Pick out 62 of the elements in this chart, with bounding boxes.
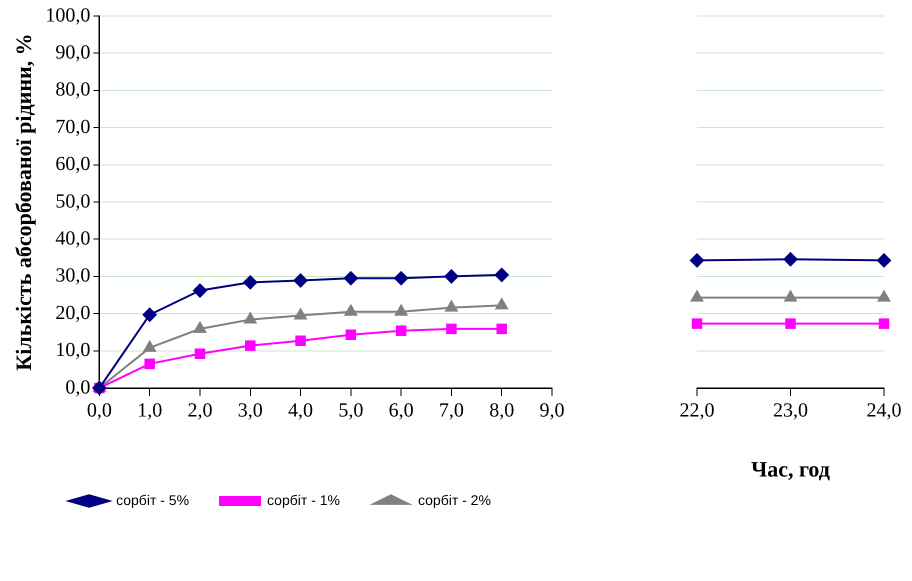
point [692, 318, 702, 329]
legend-label: сорбіт - 1% [267, 492, 340, 508]
x-tick-label: 0,0 [86, 399, 112, 422]
point [690, 290, 704, 302]
x-tick-label: 5,0 [338, 399, 364, 422]
x-tick-label: 3,0 [238, 399, 263, 422]
x-axis-title: Час, год [751, 456, 830, 482]
y-tick-label: 50,0 [55, 190, 90, 212]
point [396, 325, 406, 336]
point [394, 304, 408, 316]
point [192, 284, 207, 298]
point [445, 300, 458, 312]
y-tick-label: 0,0 [65, 376, 90, 398]
point [143, 340, 156, 352]
point [344, 304, 358, 316]
point [784, 290, 797, 302]
point [877, 253, 891, 268]
legend-label: сорбіт - 2% [418, 492, 491, 508]
point [494, 268, 509, 282]
x-tick-label: 8,0 [489, 399, 514, 422]
x-tick-label: 7,0 [438, 399, 464, 422]
x-tick-label: 2,0 [187, 399, 212, 422]
y-tick-label: 60,0 [55, 153, 90, 176]
point [878, 290, 890, 302]
point [294, 273, 308, 288]
legend-label: сорбіт - 5% [116, 492, 190, 508]
y-tick-label: 90,0 [55, 41, 90, 64]
point [690, 253, 704, 268]
x-tick-label: 1,0 [137, 399, 162, 422]
point [496, 298, 508, 310]
point [785, 318, 796, 329]
point [496, 324, 507, 334]
point [295, 336, 306, 346]
x-tick-label: 22,0 [680, 399, 714, 422]
y-tick-label: 30,0 [55, 264, 90, 287]
point [346, 330, 356, 340]
y-tick-label: 80,0 [55, 78, 90, 101]
y-tick-label: 40,0 [55, 227, 90, 250]
x-tick-label: 6,0 [388, 399, 414, 422]
y-tick-label: 20,0 [55, 302, 90, 324]
x-tick-label: 4,0 [288, 399, 314, 422]
point [344, 271, 358, 286]
point [144, 358, 155, 370]
y-tick-label: 70,0 [55, 116, 90, 138]
point [194, 348, 206, 360]
point [245, 340, 256, 351]
y-axis-title: Кількість абсорбованої рідини, % [10, 33, 36, 371]
x-tick-label: 9,0 [540, 399, 564, 422]
y-tick-label: 100,0 [45, 4, 90, 26]
point [784, 252, 798, 266]
point [142, 308, 157, 322]
x-tick-label: 23,0 [773, 399, 808, 422]
point [294, 308, 307, 320]
point [394, 271, 408, 286]
point [244, 312, 256, 324]
y-tick-label: 10,0 [55, 339, 90, 362]
point [446, 324, 457, 334]
point [878, 318, 890, 329]
point [194, 322, 206, 333]
x-tick-label: 24,0 [866, 399, 902, 422]
point [243, 275, 258, 290]
point [444, 269, 458, 284]
